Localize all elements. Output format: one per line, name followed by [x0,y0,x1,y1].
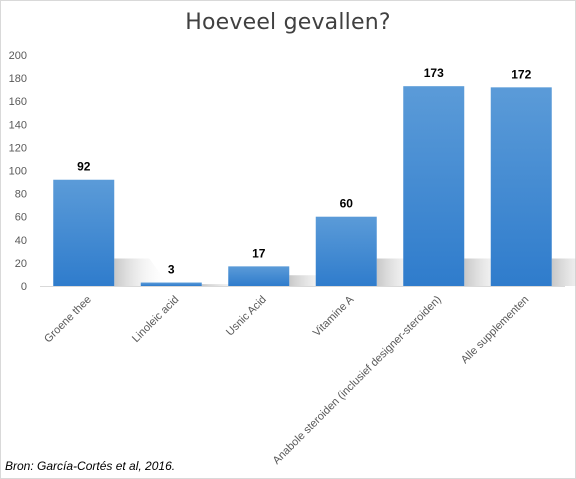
bar [53,179,115,286]
bar [228,266,290,286]
bar [140,282,202,286]
category-label: Vitamine A [311,293,357,339]
data-label: 92 [77,160,91,174]
bar [490,87,552,286]
bar-shadow [114,258,170,286]
y-tick-label: 20 [15,258,27,270]
bar [403,86,465,286]
category-label: Linoleic acid [130,294,181,345]
y-tick-label: 140 [9,119,27,131]
data-label: 17 [252,246,266,260]
y-tick-label: 80 [15,189,27,201]
bar-shadow [551,258,576,286]
category-label: Anabole steroiden (inclusief designer-st… [271,294,444,467]
y-tick-label: 120 [9,142,27,154]
data-label: 172 [511,67,531,81]
y-tick-label: 40 [15,235,27,247]
y-tick-label: 180 [9,73,27,85]
bar [315,216,377,286]
y-tick-label: 100 [9,166,27,178]
chart-title: Hoeveel gevallen? [185,10,391,35]
source-note: Bron: García-Cortés et al, 2016. [5,459,176,473]
y-tick-label: 60 [15,212,27,224]
data-label: 60 [340,197,354,211]
y-tick-label: 160 [9,96,27,108]
category-label: Usnic Acid [224,294,269,339]
category-label: Alle supplementen [459,294,531,366]
data-label: 3 [168,263,175,277]
y-tick-label: 200 [9,50,27,62]
data-label: 173 [424,66,444,80]
y-tick-label: 0 [21,281,27,293]
category-label: Groene thee [42,294,94,346]
